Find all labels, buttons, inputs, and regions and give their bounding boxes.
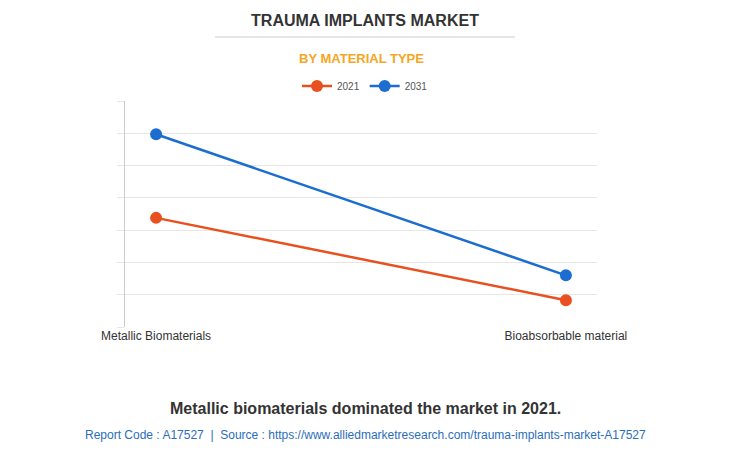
svg-text:BY MATERIAL TYPE: BY MATERIAL TYPE [299,51,424,66]
svg-text:2031: 2031 [405,81,428,92]
svg-text:Metallic biomaterials dominate: Metallic biomaterials dominated the mark… [170,400,561,417]
svg-text:Report Code : A17527 | Sourc: Report Code : A17527 | Source : https://… [85,428,646,442]
svg-text:2021: 2021 [337,81,360,92]
svg-text:Metallic Biomaterials: Metallic Biomaterials [101,329,211,343]
svg-text:TRAUMA IMPLANTS MARKET: TRAUMA IMPLANTS MARKET [251,12,479,29]
svg-text:Bioabsorbable material: Bioabsorbable material [505,329,628,343]
